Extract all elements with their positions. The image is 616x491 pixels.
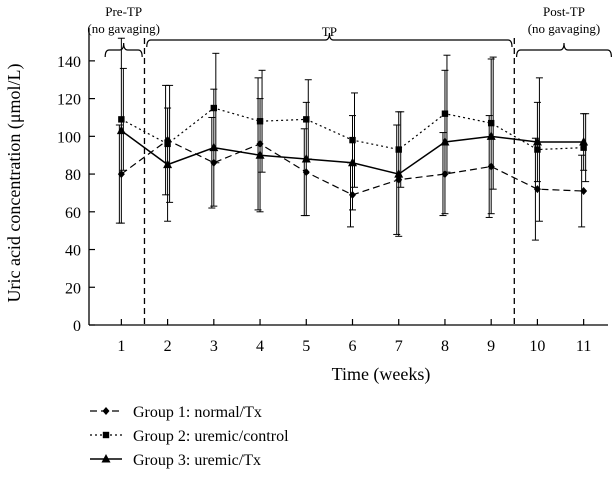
legend-label: Group 2: uremic/control	[133, 428, 289, 445]
data-point	[579, 136, 589, 146]
data-point	[116, 125, 126, 135]
region-sublabel: (no gavaging)	[87, 21, 160, 36]
y-tick-label: 80	[65, 167, 81, 184]
series-3	[116, 37, 589, 237]
x-tick-label: 1	[117, 338, 125, 355]
legend-marker	[101, 454, 111, 463]
data-point	[301, 153, 311, 163]
x-tick-label: 7	[395, 338, 403, 355]
y-tick-label: 40	[65, 243, 81, 260]
y-tick-label: 20	[65, 280, 81, 297]
x-tick-label: 11	[576, 338, 591, 355]
legend-item: Group 1: normal/Tx	[90, 404, 262, 421]
axes: 0 20 40 60 80 100 120 140 1 2 3 4 5 6 7 8 9 10 11	[57, 28, 608, 355]
legend-label: Group 1: normal/Tx	[133, 404, 262, 421]
region-sublabel: (no gavaging)	[528, 21, 601, 36]
chart-marks	[115, 37, 590, 241]
region-label: TP	[322, 24, 337, 39]
legend-label: Group 3: uremic/Tx	[133, 452, 261, 469]
region-brace	[104, 42, 143, 58]
region-brace	[146, 32, 513, 48]
region-brace	[516, 42, 612, 58]
x-tick-label: 2	[164, 338, 172, 355]
data-point	[209, 142, 219, 152]
x-tick-label: 3	[210, 338, 218, 355]
data-point	[255, 150, 265, 159]
x-tick-label: 8	[441, 338, 449, 355]
y-tick-label: 0	[73, 318, 81, 335]
x-tick-label: 6	[349, 338, 357, 355]
x-tick-label: 5	[302, 338, 310, 355]
legend-marker	[102, 431, 110, 439]
y-tick-label: 120	[57, 92, 81, 109]
data-point	[394, 169, 404, 178]
legend-marker	[102, 407, 110, 415]
legend: Group 1: normal/Tx Group 2: uremic/contro…	[90, 404, 289, 469]
x-axis-label: Time (weeks)	[332, 364, 431, 385]
series-1	[115, 77, 588, 241]
legend-item: Group 2: uremic/control	[90, 428, 289, 445]
x-tick-label: 10	[529, 338, 545, 355]
region-label: Post-TP	[543, 4, 585, 19]
data-point	[440, 136, 450, 146]
region-annotations: Pre-TP (no gavaging) TP Post-TP (no gavaging…	[87, 4, 612, 325]
data-point	[486, 131, 496, 140]
y-tick-label: 100	[57, 129, 81, 146]
x-tick-label: 4	[256, 338, 264, 355]
data-point	[580, 187, 588, 196]
data-point	[163, 159, 173, 169]
legend-item: Group 3: uremic/Tx	[90, 452, 261, 469]
y-tick-label: 60	[65, 205, 81, 222]
region-label: Pre-TP	[105, 4, 142, 19]
y-axis-label: Uric acid concentration (μmol/L)	[4, 63, 25, 302]
data-point	[348, 157, 357, 167]
data-point	[532, 136, 542, 146]
y-tick-label: 140	[57, 54, 81, 71]
x-tick-label: 9	[487, 338, 495, 355]
